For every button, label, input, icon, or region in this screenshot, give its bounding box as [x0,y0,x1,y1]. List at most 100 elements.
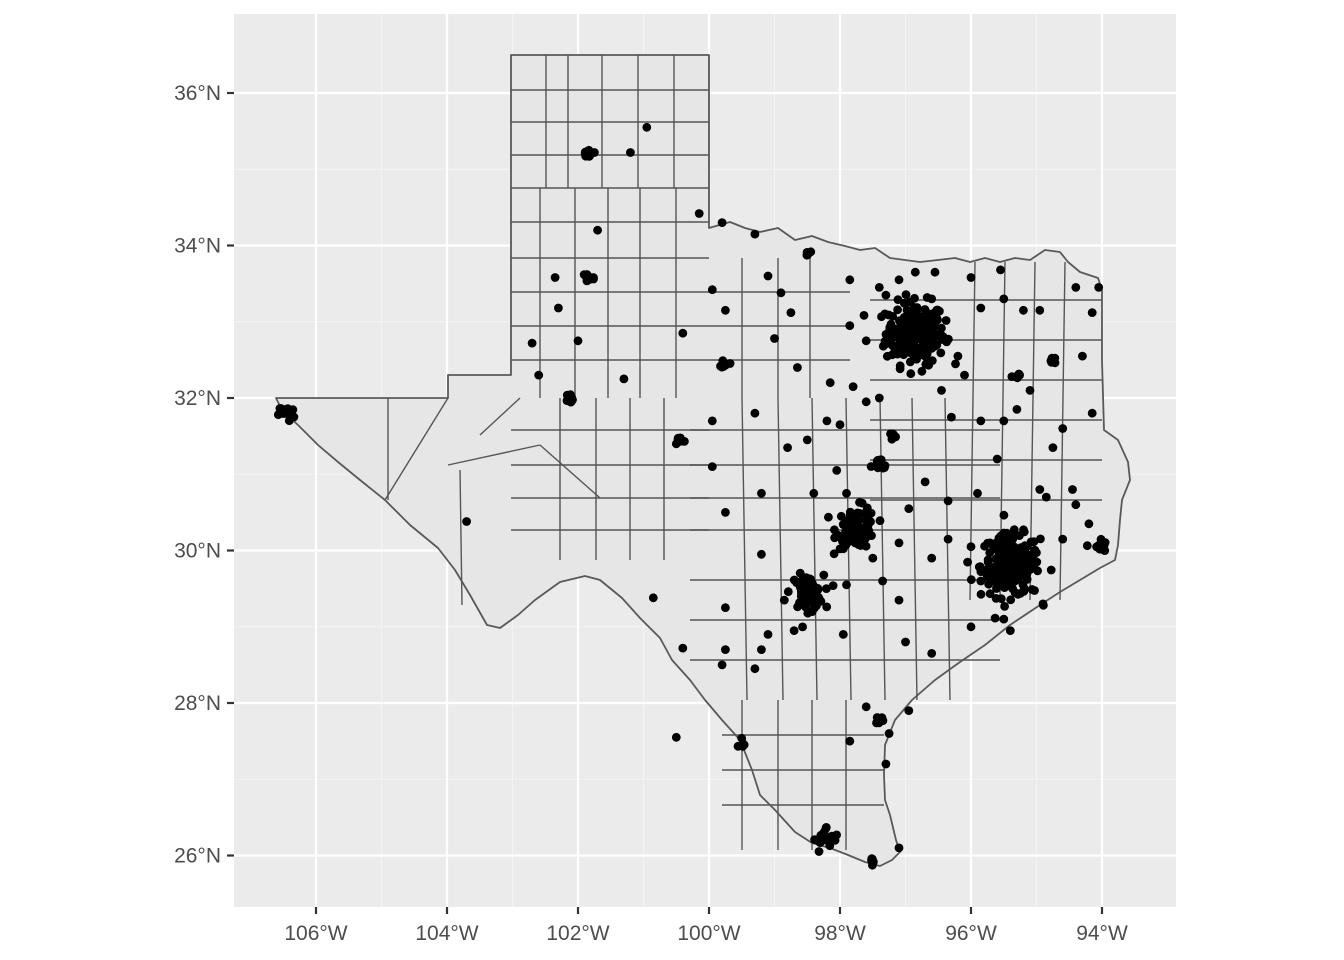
location-point [877,713,887,722]
location-point [976,303,986,313]
location-point [678,643,688,653]
location-point [932,305,942,315]
location-point [992,561,1002,571]
location-point [833,530,843,540]
location-point [966,273,976,282]
location-point [894,275,904,285]
location-point [966,575,976,585]
location-point [284,416,294,426]
location-point [800,597,809,606]
location-point [1006,559,1016,568]
location-point [884,310,894,320]
location-point [671,439,681,449]
axes: 106°W 104°W 102°W 100°W 98°W 96°W 94°W 26°N 28°N… [174,82,1128,945]
location-point [966,542,976,552]
county-boundary [741,397,748,701]
location-point [808,585,818,594]
location-point [828,581,838,590]
location-point [991,594,1001,603]
location-point [996,265,1005,275]
location-point [947,412,956,422]
county-boundary [811,397,818,701]
location-point [725,359,735,368]
location-point [999,510,1009,520]
location-point [944,334,953,344]
location-point [750,664,760,674]
location-point [963,557,972,567]
location-point [930,267,940,277]
location-point [853,522,863,531]
county-boundary [879,397,886,701]
location-point [1058,424,1068,433]
location-point [1094,283,1104,292]
location-point [534,370,544,380]
location-point [717,218,727,228]
location-point [990,613,1000,623]
location-point [707,416,717,426]
y-tick-label: 28°N [174,692,221,715]
location-point [861,702,871,712]
location-point [1050,358,1060,368]
point-layer [273,122,1110,870]
location-point [880,339,890,349]
location-point [881,290,891,300]
location-point [893,305,902,315]
location-point [786,308,796,317]
county-boundary [539,444,601,499]
location-point [894,595,904,605]
location-point [937,386,946,395]
location-point [951,359,960,369]
location-point [1082,541,1092,551]
location-point [824,512,833,522]
location-point [999,614,1009,624]
location-point [1014,369,1024,379]
location-point [821,823,831,832]
county-boundary [777,397,784,701]
location-point [909,316,919,326]
location-point [794,579,804,589]
location-point [868,553,878,563]
location-point [757,549,766,559]
location-point [1100,546,1110,555]
location-point [855,509,865,518]
location-point [550,273,560,282]
location-point [901,290,911,299]
location-point [750,408,760,418]
county-boundary [384,397,449,501]
location-point [875,516,885,526]
location-point [976,589,986,599]
location-point [845,534,854,543]
location-point [1071,500,1081,510]
location-point [807,607,817,616]
location-point [966,622,976,632]
location-point [845,736,855,746]
location-point [916,343,925,352]
location-point [1009,543,1019,553]
location-point [901,637,910,647]
location-point [619,374,629,384]
location-point [845,507,855,517]
location-point [902,319,911,328]
location-point [590,148,599,157]
location-point [642,122,652,132]
location-point [992,577,1001,586]
location-point [573,336,583,346]
y-tick-label: 34°N [174,235,221,258]
location-point [1041,492,1051,502]
x-tick-label: 100°W [677,922,740,945]
location-point [1046,565,1056,575]
county-boundary [911,397,918,701]
location-point [895,364,905,374]
location-point [943,496,953,506]
location-point [922,341,932,350]
location-point [836,511,846,521]
location-point [822,416,832,426]
location-point [763,271,773,281]
location-point [941,316,951,325]
county-boundary [479,397,521,436]
location-point [1000,602,1009,611]
location-point [886,429,895,439]
location-point [985,589,995,599]
location-point [985,548,995,558]
location-point [750,229,760,239]
